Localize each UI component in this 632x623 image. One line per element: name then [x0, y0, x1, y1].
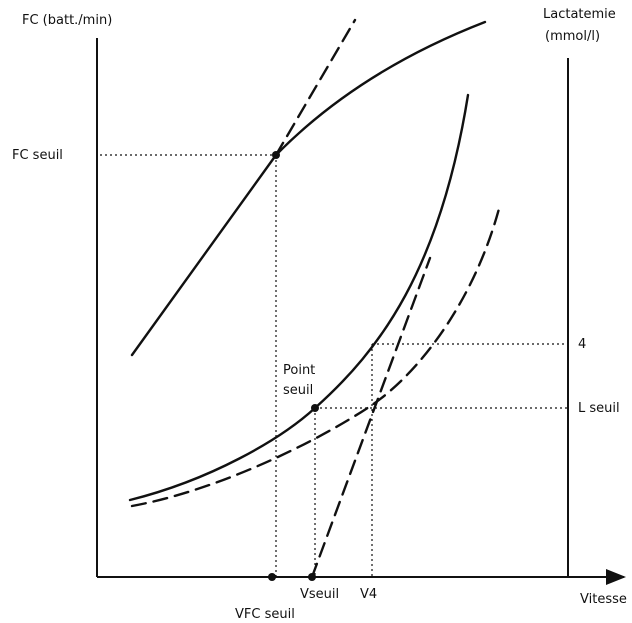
point-seuil-marker — [311, 404, 319, 412]
lactate-curve-solid — [128, 93, 470, 502]
vfc-seuil-label: VFC seuil — [235, 607, 295, 622]
four-label: 4 — [578, 337, 586, 352]
lactate-tangent-dashed — [310, 256, 432, 579]
lactate-curve-dashed — [130, 203, 502, 508]
point-seuil-label-2: seuil — [283, 383, 313, 398]
vitesse-label: Vitesse — [580, 592, 627, 607]
y-left-title: FC (batt./min) — [22, 13, 112, 28]
vseuil-label: Vseuil — [300, 587, 339, 602]
fc-tangent-dashed — [274, 18, 357, 157]
fc-seuil-point — [272, 151, 280, 159]
v4-label: V4 — [360, 587, 377, 602]
vfc-seuil-point — [268, 573, 276, 581]
l-seuil-label: L seuil — [578, 401, 620, 416]
y-right-title-1: Lactatemie — [543, 7, 616, 22]
y-right-title-2: (mmol/l) — [545, 29, 600, 44]
fc-curve — [130, 20, 487, 357]
vseuil-point — [308, 573, 316, 581]
fc-seuil-label: FC seuil — [12, 148, 63, 163]
point-seuil-label-1: Point — [283, 363, 315, 378]
